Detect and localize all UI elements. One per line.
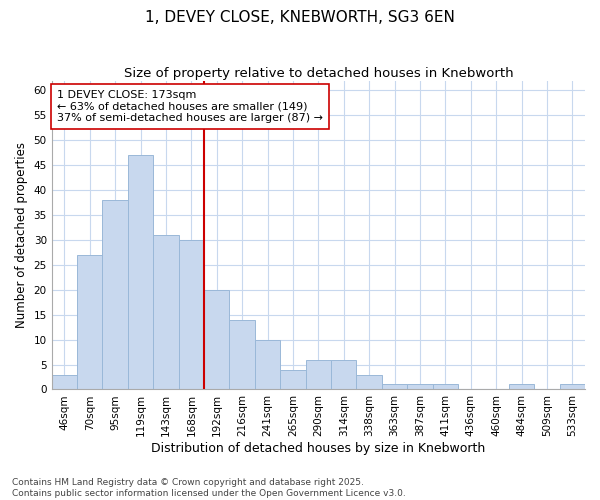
X-axis label: Distribution of detached houses by size in Knebworth: Distribution of detached houses by size … [151, 442, 485, 455]
Bar [560, 384, 585, 390]
Bar [407, 384, 433, 390]
Bar [103, 200, 128, 390]
Bar [382, 384, 407, 390]
Bar [255, 340, 280, 390]
Bar [153, 235, 179, 390]
Text: 1, DEVEY CLOSE, KNEBWORTH, SG3 6EN: 1, DEVEY CLOSE, KNEBWORTH, SG3 6EN [145, 10, 455, 25]
Bar [77, 255, 103, 390]
Text: Contains HM Land Registry data © Crown copyright and database right 2025.
Contai: Contains HM Land Registry data © Crown c… [12, 478, 406, 498]
Bar [229, 320, 255, 390]
Text: 1 DEVEY CLOSE: 173sqm
← 63% of detached houses are smaller (149)
37% of semi-det: 1 DEVEY CLOSE: 173sqm ← 63% of detached … [57, 90, 323, 123]
Bar [179, 240, 204, 390]
Bar [433, 384, 458, 390]
Bar [356, 374, 382, 390]
Bar [509, 384, 534, 390]
Bar [204, 290, 229, 390]
Bar [331, 360, 356, 390]
Y-axis label: Number of detached properties: Number of detached properties [15, 142, 28, 328]
Bar [52, 374, 77, 390]
Title: Size of property relative to detached houses in Knebworth: Size of property relative to detached ho… [124, 68, 513, 80]
Bar [128, 155, 153, 390]
Bar [280, 370, 305, 390]
Bar [305, 360, 331, 390]
